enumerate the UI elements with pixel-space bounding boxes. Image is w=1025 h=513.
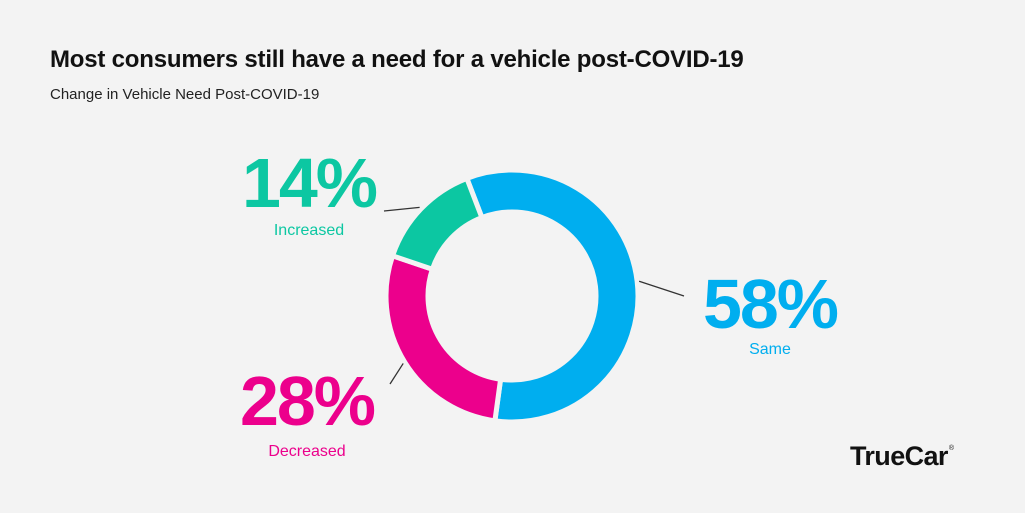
logo-text: TrueCar: [850, 441, 948, 471]
leader-line-same: [638, 280, 685, 297]
category-label-same: Same: [749, 341, 791, 358]
chart-title: Most consumers still have a need for a v…: [50, 46, 744, 73]
value-label-same: 58%: [703, 265, 838, 343]
registered-mark: ®: [948, 445, 954, 452]
slice-same: [463, 167, 641, 425]
value-label-decreased: 28%: [240, 362, 375, 440]
donut-slices: [383, 167, 641, 425]
leader-line-decreased: [389, 363, 404, 385]
leader-lines: [383, 206, 685, 385]
category-label-decreased: Decreased: [268, 443, 345, 460]
truecar-logo: TrueCar®: [850, 441, 954, 472]
slice-labels: 58%Same 28% Decreased 14%Increased: [240, 144, 840, 460]
value-label-increased: 14%: [242, 144, 377, 222]
slice-increased: [389, 175, 486, 273]
category-label-increased: Increased: [274, 222, 344, 239]
slice-decreased: [383, 252, 504, 424]
leader-line-increased: [383, 206, 420, 212]
chart-subtitle: Change in Vehicle Need Post-COVID-19: [50, 86, 320, 103]
